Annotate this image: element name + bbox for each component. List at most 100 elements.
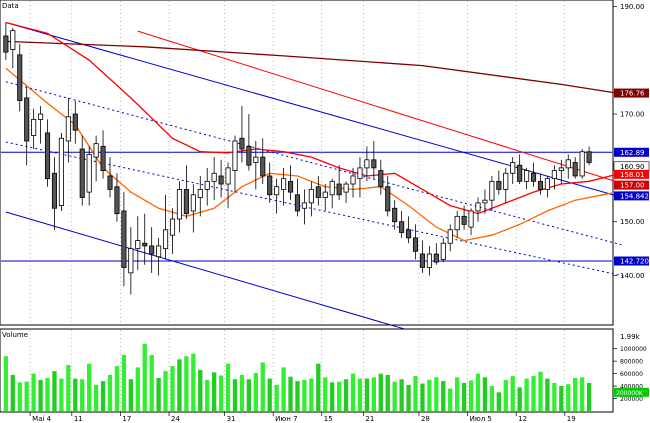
price-tag-label: 154.8426: [620, 192, 650, 200]
candle-body: [461, 215, 467, 225]
x-tick-label: 17: [122, 415, 131, 423]
price-tag-label: 176.76: [620, 90, 645, 98]
volume-bar: [336, 381, 342, 411]
candle-body: [524, 170, 530, 182]
price-panel-label: Data: [2, 2, 19, 10]
volume-bars: [3, 343, 592, 411]
volume-bar: [170, 366, 175, 411]
volume-bar: [281, 367, 286, 411]
volume-bar: [149, 354, 154, 411]
candle-body: [114, 186, 120, 215]
candle-body: [329, 180, 335, 196]
candle-body: [482, 199, 488, 204]
candle-body: [218, 175, 224, 185]
candle-body: [454, 215, 460, 231]
candle-body: [447, 229, 453, 244]
candle-body: [475, 202, 481, 212]
candle-body: [551, 170, 557, 180]
candle-body: [10, 30, 16, 50]
volume-bar: [455, 377, 460, 411]
candle-body: [176, 189, 182, 220]
volume-bar: [531, 376, 536, 411]
volume-bar: [45, 377, 50, 411]
candle-body: [510, 162, 516, 174]
volume-bar: [59, 378, 64, 411]
candle-body: [79, 148, 85, 198]
x-tick-label: Июн 7: [275, 415, 297, 423]
volume-bar: [121, 354, 127, 411]
volume-bar: [93, 384, 99, 411]
candle-body: [281, 178, 287, 190]
candle-body: [51, 172, 58, 209]
candle-body: [135, 240, 141, 250]
candle-body: [412, 237, 419, 252]
volume-bar: [156, 377, 161, 411]
volume-tick-label: 200000: [620, 396, 643, 403]
candle-body: [169, 218, 176, 236]
candle-body: [287, 180, 294, 193]
candle-body: [100, 145, 106, 171]
volume-bar: [218, 375, 224, 411]
volume-tick-label: 600000: [620, 371, 643, 378]
candle-body: [211, 172, 217, 182]
volume-bar: [212, 372, 217, 411]
candle-body: [350, 175, 356, 185]
candle-body: [579, 151, 585, 177]
x-tick-label: 12: [518, 415, 527, 423]
candle-body: [503, 172, 509, 190]
x-tick-label: 19: [567, 415, 576, 423]
candle-body: [440, 242, 446, 260]
volume-bar: [142, 343, 147, 411]
candle-body: [232, 140, 238, 171]
candle-body: [107, 175, 113, 190]
candle-body: [246, 145, 252, 166]
candle-body: [121, 210, 127, 268]
volume-top-label: 1.99k: [620, 333, 641, 341]
volume-bar: [399, 379, 404, 411]
candle-body: [489, 180, 495, 201]
candle-body: [24, 97, 30, 142]
volume-bar: [579, 377, 585, 411]
volume-bar: [323, 377, 328, 411]
moving-average-line: [5, 40, 618, 94]
candle-body: [156, 245, 162, 258]
candle-body: [343, 183, 349, 193]
candle-body: [253, 156, 259, 163]
volume-bar: [441, 381, 446, 411]
volume-bar: [10, 374, 15, 411]
candle-body: [239, 137, 245, 150]
volume-bar: [232, 379, 238, 411]
volume-bar: [357, 378, 363, 411]
candle-body: [565, 159, 571, 169]
volume-bar: [17, 382, 22, 411]
volume-axis: 1.99k 1000000 800000 600000 400000 2000002000…: [613, 333, 649, 403]
candle-body: [301, 202, 307, 209]
volume-bar: [371, 377, 377, 411]
volume-bar: [364, 378, 370, 411]
candle-body: [260, 156, 266, 177]
candle-body: [149, 245, 155, 255]
volume-bar: [177, 359, 182, 411]
price-panel: Data: [0, 0, 624, 384]
price-tag-label: 160.90: [620, 163, 645, 171]
volume-bar: [225, 363, 231, 411]
volume-bar: [489, 386, 495, 411]
volume-bar: [246, 379, 252, 411]
volume-bar: [267, 378, 272, 411]
candle-body: [572, 162, 578, 177]
price-tag: [614, 169, 649, 179]
volume-bar: [128, 379, 133, 411]
volume-bar: [573, 377, 578, 411]
candle-body: [364, 159, 370, 169]
volume-bar: [100, 381, 106, 411]
volume-bar: [316, 363, 321, 411]
x-tick-label: Mai 4: [32, 415, 51, 423]
price-tag: [614, 88, 649, 98]
price-tag: [614, 191, 649, 201]
volume-bar: [586, 382, 592, 411]
volume-bar: [114, 366, 120, 411]
volume-bar: [198, 369, 203, 411]
price-tag-label: 157.00: [620, 182, 645, 190]
volume-bar: [427, 379, 432, 411]
candle-body: [294, 194, 301, 212]
